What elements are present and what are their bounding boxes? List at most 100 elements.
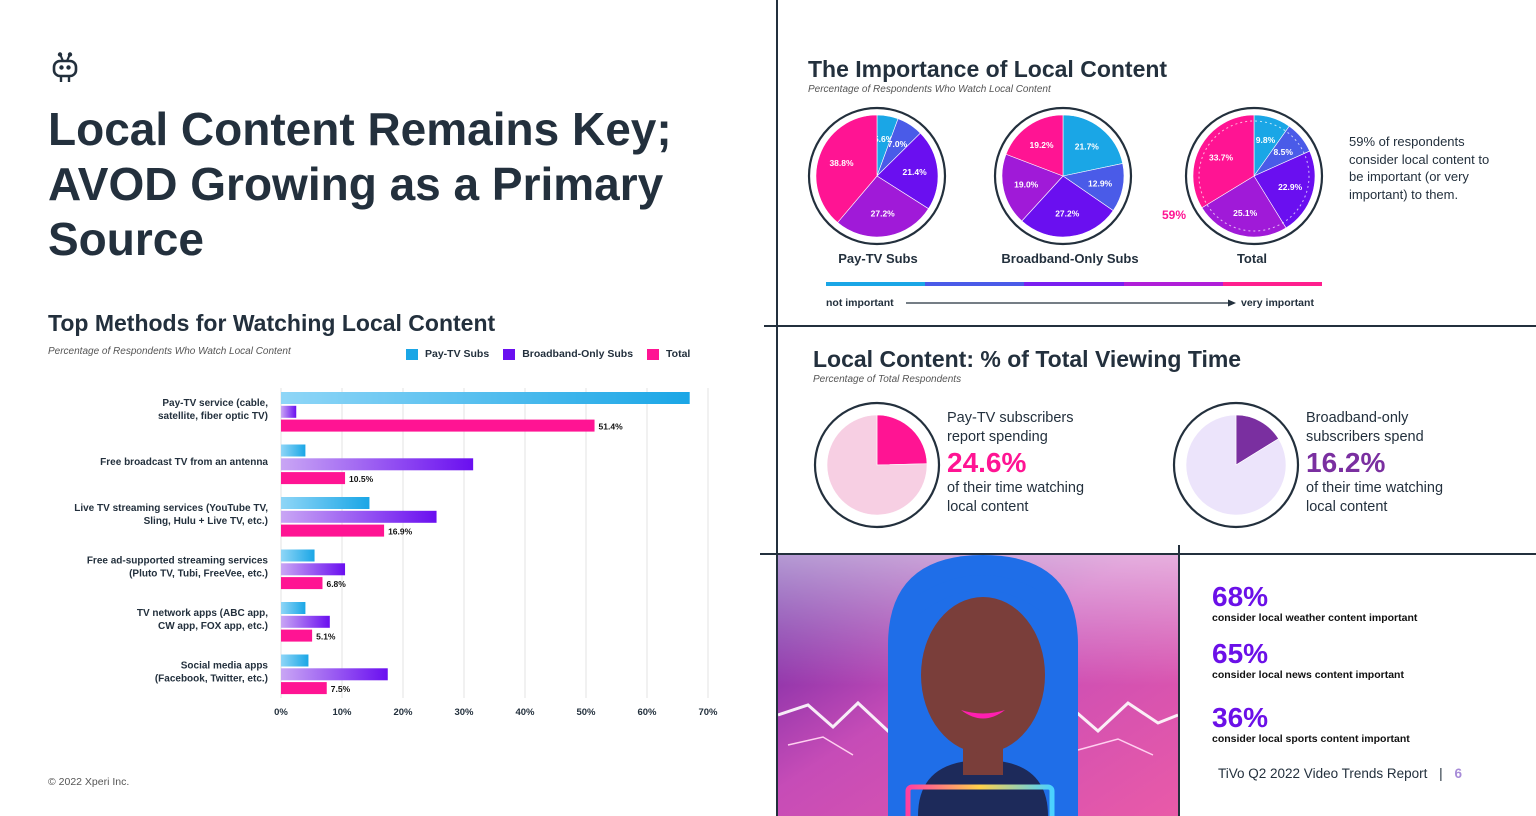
category-label: Pay-TV service (cable, (162, 398, 268, 409)
bar-total (281, 577, 323, 590)
category-label: CW app, FOX app, etc.) (158, 621, 268, 632)
bar-data-label: 16.9% (388, 527, 413, 537)
x-tick-label: 30% (454, 707, 474, 718)
category-label: TV network apps (ABC app, (137, 608, 268, 619)
x-tick-label: 0% (274, 707, 288, 718)
legend-item: Pay-TV Subs (406, 348, 489, 360)
bar-pay-tv-subs (281, 549, 315, 562)
total-callout: 59% (1162, 208, 1187, 222)
category-label: satellite, fiber optic TV) (158, 411, 268, 422)
paytv-value: 24.6% (947, 447, 1027, 478)
bar-data-label: 10.5% (349, 474, 374, 484)
report-footer: TiVo Q2 2022 Video Trends Report | 6 (1218, 766, 1462, 781)
bar-broadband-only-subs (281, 668, 388, 681)
stat-label: consider local sports content important (1212, 733, 1410, 745)
stat-value: 65% (1212, 638, 1269, 669)
page-title: Local Content Remains Key; AVOD Growing … (48, 103, 672, 265)
importance-pie-slice (1001, 153, 1064, 222)
bar-data-label: 7.5% (331, 684, 351, 694)
viewing-pie-slice (826, 414, 928, 516)
viewing-pie-slice (876, 414, 928, 466)
category-label: Live TV streaming services (YouTube TV, (74, 503, 268, 514)
importance-pie-slice-label: 21.4% (903, 167, 928, 177)
bar-chart-title: Top Methods for Watching Local Content (48, 310, 496, 336)
bar-pay-tv-subs (281, 444, 306, 457)
woman-illustration (778, 555, 1178, 816)
stat-value: 36% (1212, 702, 1269, 733)
importance-note: 59% of respondents consider local conten… (1349, 134, 1490, 202)
bar-total (281, 682, 327, 695)
importance-pies: 5.6%7.0% 21.4% 27.2% 38.8% 21.7% 12.9% 27.2% 19… (807, 106, 1324, 246)
bar-broadband-only-subs (281, 458, 474, 471)
legend-label: Broadband-Only Subs (522, 348, 634, 360)
bar-broadband-only-subs (281, 563, 346, 576)
category-label: Sling, Hulu + Live TV, etc.) (144, 516, 268, 527)
stat-value: 68% (1212, 581, 1269, 612)
importance-pie-slice-label: 21.7% (1075, 142, 1100, 152)
x-tick-label: 10% (332, 707, 352, 718)
importance-pie-slice-label: 27.2% (871, 208, 896, 218)
scale-arrow-icon (906, 299, 1236, 307)
importance-pie-slice-label: 38.8% (829, 158, 854, 168)
bar-total (281, 524, 385, 537)
importance-pie-slice-label: 22.9% (1278, 182, 1303, 192)
importance-pie-slice-label: 8.5% (1274, 147, 1294, 157)
legend-label: Pay-TV Subs (425, 348, 490, 360)
stat-news: 65% consider local news content importan… (1212, 638, 1404, 682)
importance-pie-slice (1192, 114, 1255, 209)
footer-separator: | (1439, 766, 1443, 781)
category-label: Social media apps (181, 661, 269, 672)
broadband-line2: subscribers spend (1306, 429, 1424, 445)
tivo-logo-icon (52, 52, 78, 82)
chart-legend: Pay-TV Subs Broadband-Only Subs Total (406, 348, 690, 360)
importance-pie-slice-label: 19.2% (1029, 140, 1054, 150)
viewing-pie-slice (1235, 414, 1279, 466)
bar-total (281, 419, 595, 432)
importance-pie-slice (1201, 175, 1287, 238)
viewing-pie-slice (1185, 414, 1287, 516)
bar-broadband-only-subs (281, 510, 437, 523)
pie-section-subtitle: Percentage of Respondents Who Watch Loca… (808, 84, 1051, 95)
bar-data-label: 5.1% (316, 632, 336, 642)
importance-pie-slice-label: 9.8% (1256, 135, 1276, 145)
paytv-line1: Pay-TV subscribers (947, 410, 1074, 426)
legend-label: Total (666, 348, 691, 360)
legend-swatch (406, 348, 418, 360)
broadband-viewing-text: Broadband-only subscribers spend 16.2% o… (1306, 409, 1526, 517)
importance-pie-slice-label: 12.9% (1088, 178, 1113, 188)
viewing-time-pies (813, 401, 1300, 529)
legend-item: Broadband-Only Subs (503, 348, 633, 360)
bar-chart: 0% 10% 20% 30% 40% 50% 60% 70% 51.4% Pay-TV servi… (74, 388, 718, 718)
vertical-divider (776, 0, 778, 816)
broadband-line3: of their time watching (1306, 480, 1444, 496)
importance-pie-slice-label: 7.0% (888, 139, 908, 149)
viewing-section-title: Local Content: % of Total Viewing Time (813, 346, 1242, 372)
importance-pie-slice-label: 33.7% (1209, 152, 1234, 162)
category-label: Free ad-supported streaming services (87, 556, 269, 567)
paytv-line2: report spending (947, 429, 1048, 445)
horizontal-divider (760, 553, 1536, 555)
copyright: © 2022 Xperi Inc. (48, 776, 130, 788)
broadband-line1: Broadband-only (1306, 410, 1409, 426)
importance-pie-slice (815, 114, 878, 223)
scale-high-label: very important (1241, 297, 1314, 309)
category-label: (Pluto TV, Tubi, FreeVee, etc.) (129, 569, 268, 580)
importance-pie-slice-label: 25.1% (1233, 208, 1258, 218)
importance-pie-slice (1021, 175, 1114, 238)
bar-pay-tv-subs (281, 392, 690, 404)
bar-data-label: 6.8% (326, 579, 346, 589)
importance-scale-bar (826, 282, 1323, 286)
stat-label: consider local weather content important (1212, 612, 1418, 624)
total-dotted-arc (1198, 120, 1310, 232)
report-name: TiVo Q2 2022 Video Trends Report (1218, 766, 1428, 781)
legend-swatch (647, 348, 660, 360)
category-label: (Facebook, Twitter, etc.) (155, 674, 268, 685)
x-tick-label: 50% (576, 707, 596, 718)
bar-total (281, 472, 346, 485)
bar-pay-tv-subs (281, 654, 309, 667)
importance-pie-slice (1062, 114, 1124, 177)
importance-pie-slice (837, 175, 929, 238)
x-tick-label: 40% (515, 707, 535, 718)
viewing-section-subtitle: Percentage of Total Respondents (813, 374, 962, 385)
stat-label: consider local news content important (1212, 669, 1404, 681)
